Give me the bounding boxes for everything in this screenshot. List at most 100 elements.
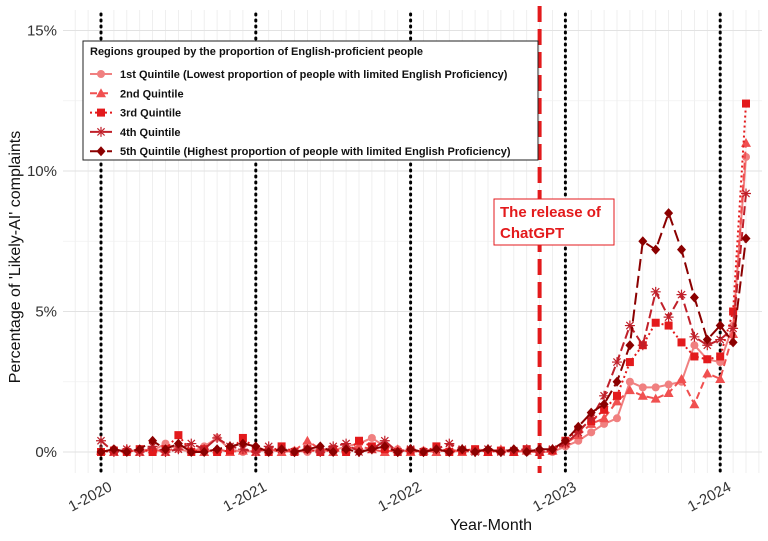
data-point <box>444 447 454 457</box>
data-point <box>212 432 223 443</box>
data-point <box>496 447 506 457</box>
data-point <box>638 383 647 392</box>
data-point <box>624 385 635 395</box>
data-point <box>147 441 158 452</box>
legend-swatch-marker <box>96 126 106 137</box>
data-point <box>663 312 674 323</box>
data-point <box>650 286 661 297</box>
legend-label: 5th Quintile (Highest proportion of peop… <box>120 146 511 158</box>
data-point <box>135 444 145 455</box>
series-line <box>100 103 747 453</box>
data-point <box>637 390 648 400</box>
data-point <box>625 340 635 351</box>
data-point <box>560 435 570 446</box>
data-point <box>664 380 673 389</box>
series-5 <box>96 208 751 457</box>
data-point <box>522 447 532 457</box>
data-point <box>148 435 158 446</box>
data-point <box>625 358 634 367</box>
data-point <box>690 352 699 361</box>
data-point <box>444 438 455 449</box>
data-point <box>637 340 648 351</box>
data-point <box>676 289 687 300</box>
data-point <box>277 444 287 455</box>
series-line <box>100 212 747 453</box>
data-point <box>690 341 699 350</box>
data-point <box>109 444 119 455</box>
data-point <box>716 352 725 361</box>
data-point <box>238 433 247 442</box>
legend-item: 3rd Quintile <box>90 108 181 120</box>
data-point <box>715 373 726 383</box>
data-point <box>664 208 674 219</box>
data-point <box>535 444 545 455</box>
x-axis-title: Year-Month <box>450 517 532 534</box>
series-lines <box>96 99 751 457</box>
data-point <box>612 376 622 387</box>
data-point <box>624 320 635 331</box>
data-point <box>457 444 467 455</box>
data-point <box>677 338 686 347</box>
data-point <box>742 99 750 108</box>
legend-label: 4th Quintile <box>120 127 181 139</box>
data-point <box>225 441 235 452</box>
annotation-line1: The release of <box>500 204 602 221</box>
data-point <box>161 444 170 455</box>
annotation-line2: ChatGPT <box>500 225 564 242</box>
data-point <box>328 441 339 452</box>
legend-label: 1st Quintile (Lowest proportion of peopl… <box>120 69 508 81</box>
data-point <box>741 233 751 244</box>
data-point <box>315 447 326 457</box>
data-point <box>431 444 441 455</box>
data-point <box>676 373 687 383</box>
legend-items: 1st Quintile (Lowest proportion of peopl… <box>90 69 511 158</box>
y-tick-label: 10% <box>27 163 57 180</box>
data-point <box>728 337 738 348</box>
data-point <box>186 438 197 449</box>
x-tick-label: 1-2022 <box>375 479 424 516</box>
legend-label: 2nd Quintile <box>120 88 184 100</box>
x-tick-label: 1-2021 <box>220 479 269 516</box>
data-point <box>212 444 222 455</box>
data-point <box>729 307 738 316</box>
data-point <box>251 441 261 452</box>
data-point <box>380 441 390 452</box>
data-point <box>354 441 364 451</box>
data-point <box>587 428 596 437</box>
data-point <box>702 334 712 345</box>
y-tick-label: 0% <box>35 444 57 461</box>
data-point <box>702 368 713 378</box>
data-point <box>302 435 313 445</box>
data-point <box>174 431 183 440</box>
data-point <box>651 244 661 255</box>
data-point <box>612 357 622 368</box>
data-point <box>613 414 621 423</box>
data-point <box>741 137 751 147</box>
legend-swatch-marker <box>96 146 106 157</box>
data-point <box>548 444 557 455</box>
data-point <box>677 244 686 255</box>
data-point <box>702 340 713 351</box>
data-point <box>367 444 377 455</box>
legend-label: 3rd Quintile <box>120 108 181 120</box>
data-point <box>715 334 726 345</box>
data-point <box>728 323 739 334</box>
data-point <box>264 447 274 457</box>
data-point <box>354 447 364 457</box>
data-point <box>600 405 609 414</box>
data-point <box>625 377 634 386</box>
data-point <box>238 438 248 449</box>
data-point <box>328 447 338 457</box>
data-point <box>689 399 700 409</box>
data-point <box>509 444 519 455</box>
data-point <box>315 441 325 452</box>
data-point <box>148 448 157 456</box>
data-point <box>664 321 673 330</box>
data-point <box>689 331 700 342</box>
data-point <box>96 447 106 457</box>
data-point <box>96 435 106 446</box>
data-point <box>612 396 622 406</box>
data-point <box>419 447 428 457</box>
legend-item: 5th Quintile (Highest proportion of peop… <box>90 146 511 158</box>
